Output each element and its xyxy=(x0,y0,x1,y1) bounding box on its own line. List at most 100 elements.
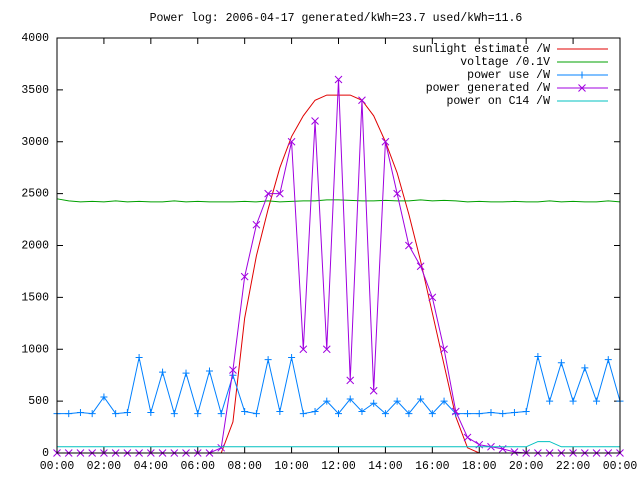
y-tick-label: 3000 xyxy=(21,136,49,149)
legend-label: power on C14 /W xyxy=(446,95,550,108)
marker xyxy=(287,137,296,146)
y-tick-label: 1000 xyxy=(21,343,49,356)
marker xyxy=(370,399,378,407)
x-tick-label: 12:00 xyxy=(321,460,356,473)
marker xyxy=(311,408,319,415)
marker xyxy=(346,376,355,385)
marker xyxy=(451,407,460,416)
marker xyxy=(323,397,331,405)
marker xyxy=(393,397,401,405)
marker xyxy=(147,409,155,417)
x-tick-label: 02:00 xyxy=(87,460,122,473)
marker xyxy=(135,354,143,362)
plot-border xyxy=(56,37,621,454)
marker xyxy=(311,117,319,125)
marker xyxy=(65,410,73,418)
marker xyxy=(264,189,272,198)
marker xyxy=(522,408,530,415)
y-tick-label: 2500 xyxy=(21,188,49,201)
y-tick-label: 3500 xyxy=(21,84,49,97)
marker xyxy=(487,409,495,417)
marker xyxy=(416,262,425,271)
marker xyxy=(578,84,586,92)
marker xyxy=(428,293,437,302)
marker xyxy=(170,410,178,418)
marker xyxy=(322,345,331,354)
x-tick-label: 08:00 xyxy=(227,460,262,473)
marker xyxy=(299,345,308,354)
marker xyxy=(252,410,260,418)
chart-title: Power log: 2006-04-17 generated/kWh=23.7… xyxy=(150,12,523,25)
marker xyxy=(475,410,483,418)
marker xyxy=(205,367,213,375)
marker xyxy=(358,96,366,105)
legend-label: power use /W xyxy=(467,69,550,82)
marker xyxy=(358,408,366,415)
marker xyxy=(334,75,343,84)
y-tick-label: 1500 xyxy=(21,291,49,304)
legend-label: voltage /0.1V xyxy=(460,56,550,69)
x-tick-label: 22:00 xyxy=(556,460,591,473)
marker xyxy=(578,71,586,79)
marker xyxy=(534,353,542,361)
x-tick-label: 16:00 xyxy=(415,460,450,473)
marker xyxy=(288,354,296,362)
marker xyxy=(194,410,202,418)
marker xyxy=(240,272,249,281)
legend-label: sunlight estimate /W xyxy=(412,43,550,56)
marker xyxy=(593,397,601,405)
marker xyxy=(381,410,389,418)
marker xyxy=(393,189,401,198)
marker xyxy=(405,410,413,418)
marker xyxy=(252,220,261,229)
marker xyxy=(229,366,237,374)
marker xyxy=(440,397,448,405)
marker xyxy=(276,189,284,198)
x-tick-label: 04:00 xyxy=(134,460,169,473)
marker xyxy=(276,408,284,415)
marker xyxy=(381,137,390,146)
marker xyxy=(604,356,612,364)
marker xyxy=(264,356,272,364)
marker xyxy=(510,409,518,417)
x-tick-label: 10:00 xyxy=(274,460,309,473)
x-tick-label: 18:00 xyxy=(462,460,497,473)
marker xyxy=(123,409,131,417)
series-line xyxy=(57,441,620,448)
marker xyxy=(369,386,378,395)
x-tick-label: 14:00 xyxy=(368,460,403,473)
marker xyxy=(499,410,507,418)
marker xyxy=(299,410,307,418)
marker xyxy=(557,359,565,367)
marker xyxy=(159,368,167,376)
marker xyxy=(464,410,472,418)
marker xyxy=(112,410,120,418)
marker xyxy=(569,397,577,405)
marker xyxy=(182,369,190,377)
marker xyxy=(440,345,448,354)
x-tick-label: 20:00 xyxy=(509,460,544,473)
y-tick-label: 500 xyxy=(28,395,49,408)
y-tick-label: 2000 xyxy=(21,240,49,253)
y-tick-label: 4000 xyxy=(21,32,49,45)
marker xyxy=(88,410,96,418)
marker xyxy=(335,410,342,418)
marker xyxy=(241,408,249,415)
y-tick-label: 0 xyxy=(42,447,49,460)
marker xyxy=(581,364,589,372)
marker xyxy=(217,443,226,452)
marker xyxy=(510,448,519,456)
x-tick-label: 00:00 xyxy=(40,460,75,473)
marker xyxy=(76,409,84,417)
marker xyxy=(428,410,436,418)
marker xyxy=(417,395,425,403)
marker xyxy=(217,410,225,418)
marker xyxy=(405,241,413,250)
marker xyxy=(100,393,108,401)
marker xyxy=(346,395,354,403)
marker xyxy=(546,397,554,405)
series-line xyxy=(56,198,621,203)
x-tick-label: 00:00 xyxy=(603,460,638,473)
